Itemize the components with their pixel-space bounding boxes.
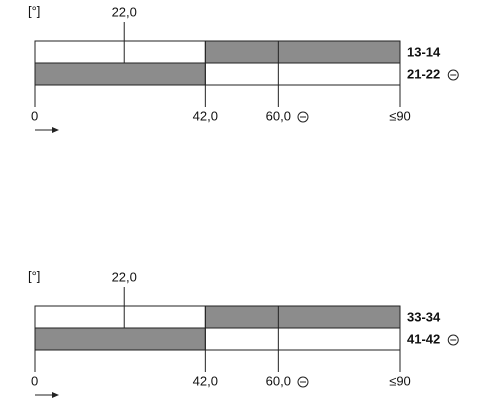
- tick-label: ≤90: [389, 108, 411, 123]
- marker-label: 22,0: [112, 4, 137, 19]
- tick-label: 60,0: [266, 108, 291, 123]
- closed-segment: [204, 305, 401, 329]
- contact-label: 41-42: [407, 331, 440, 346]
- unit-label: [°]: [28, 3, 40, 18]
- contact-label: 21-22: [407, 66, 440, 81]
- tick-label: 42,0: [193, 108, 218, 123]
- direction-arrowhead: [52, 392, 59, 398]
- tick-label: 60,0: [266, 373, 291, 388]
- minus-icon: [297, 111, 309, 123]
- unit-label: [°]: [28, 268, 40, 283]
- minus-icon: [447, 69, 459, 81]
- closed-segment: [34, 62, 206, 86]
- tick-label: 0: [31, 373, 38, 388]
- tick-label: ≤90: [389, 373, 411, 388]
- marker-label: 22,0: [112, 269, 137, 284]
- minus-icon: [447, 334, 459, 346]
- closed-segment: [34, 327, 206, 351]
- tick-label: 0: [31, 108, 38, 123]
- tick-label: 42,0: [193, 373, 218, 388]
- contact-label: 33-34: [407, 309, 441, 324]
- direction-arrowhead: [52, 127, 59, 133]
- minus-icon: [297, 376, 309, 388]
- closed-segment: [204, 40, 401, 64]
- contact-label: 13-14: [407, 44, 441, 59]
